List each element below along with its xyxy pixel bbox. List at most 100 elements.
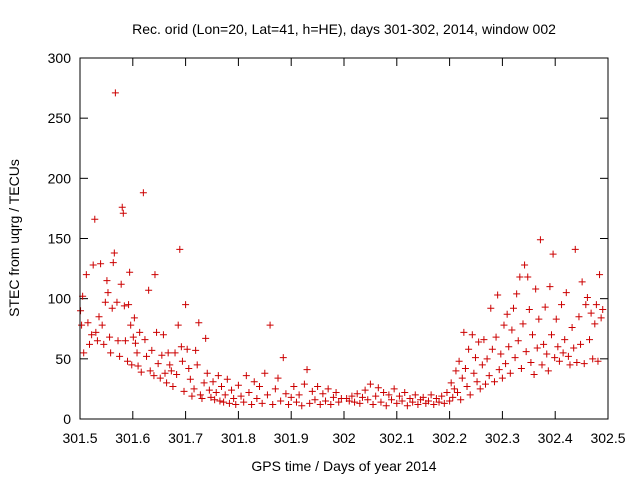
data-point: [183, 345, 191, 353]
data-point: [502, 360, 510, 368]
data-point: [146, 367, 154, 375]
x-tick-label: 302: [332, 430, 356, 446]
data-point: [314, 383, 322, 391]
data-point: [101, 298, 109, 306]
data-point: [136, 328, 144, 336]
data-point: [332, 389, 340, 397]
data-point: [587, 309, 595, 317]
data-point: [82, 271, 90, 279]
data-point: [290, 383, 298, 391]
data-point: [494, 291, 502, 299]
y-tick-label: 150: [48, 231, 72, 247]
data-point: [592, 301, 600, 309]
data-point: [195, 319, 203, 327]
data-point: [554, 343, 562, 351]
data-point: [176, 245, 184, 253]
data-point: [466, 391, 474, 399]
data-point: [540, 340, 548, 348]
data-point: [120, 302, 128, 310]
data-point: [398, 397, 406, 405]
x-tick-label: 301.6: [115, 430, 150, 446]
data-point: [113, 298, 121, 306]
x-tick-label: 302.3: [485, 430, 520, 446]
data-point: [139, 189, 147, 197]
y-tick-label: 0: [63, 411, 71, 427]
data-point: [209, 378, 217, 386]
data-point: [126, 268, 134, 276]
data-point: [196, 391, 204, 399]
data-point: [121, 337, 129, 345]
data-point: [143, 352, 151, 360]
data-point: [380, 389, 388, 397]
data-point: [533, 344, 541, 352]
data-point: [599, 305, 607, 313]
data-point: [107, 349, 115, 357]
data-point: [424, 397, 432, 405]
data-point: [492, 333, 500, 341]
data-point: [258, 399, 266, 407]
data-point: [311, 396, 319, 404]
data-point: [111, 89, 119, 97]
data-point: [125, 301, 133, 309]
data-point: [578, 278, 586, 286]
data-point: [114, 337, 122, 345]
data-point: [266, 321, 274, 329]
data-point: [133, 349, 141, 357]
x-tick-label: 302.1: [379, 430, 414, 446]
data-point: [186, 375, 194, 383]
data-point: [137, 368, 145, 376]
data-point: [159, 331, 167, 339]
data-point: [528, 331, 536, 339]
data-point: [527, 358, 535, 366]
data-point: [555, 357, 563, 365]
data-point: [470, 369, 478, 377]
data-point: [366, 380, 374, 388]
data-point: [461, 364, 469, 372]
data-point: [390, 385, 398, 393]
data-point: [228, 386, 236, 394]
data-point: [207, 393, 215, 401]
data-point: [495, 366, 503, 374]
data-point: [369, 401, 377, 409]
data-point: [473, 378, 481, 386]
data-point: [182, 301, 190, 309]
data-point: [91, 215, 99, 223]
data-point: [131, 339, 139, 347]
data-point: [544, 367, 552, 375]
data-point: [427, 391, 435, 399]
data-point: [271, 385, 279, 393]
data-point: [401, 389, 409, 397]
x-tick-label: 302.2: [432, 430, 467, 446]
data-point: [211, 396, 219, 404]
data-point: [548, 331, 556, 339]
data-point: [130, 314, 138, 322]
data-point: [88, 331, 96, 339]
data-point: [406, 395, 414, 403]
data-point: [514, 337, 522, 345]
data-point: [306, 399, 314, 407]
data-point: [277, 397, 285, 405]
data-point: [203, 369, 211, 377]
data-point: [541, 303, 549, 311]
data-point: [150, 372, 158, 380]
data-point: [596, 271, 604, 279]
data-point: [570, 344, 578, 352]
data-point: [164, 349, 172, 357]
data-point: [153, 328, 161, 336]
data-point: [487, 304, 495, 312]
data-point: [282, 390, 290, 398]
data-point: [185, 364, 193, 372]
data-point: [460, 328, 468, 336]
data-point: [232, 401, 240, 409]
data-point: [432, 395, 440, 403]
data-point: [543, 350, 551, 358]
data-point: [482, 380, 490, 388]
data-point: [516, 273, 524, 281]
data-point: [440, 399, 448, 407]
data-point: [411, 391, 419, 399]
data-point: [532, 285, 540, 293]
data-point: [452, 367, 460, 375]
data-point: [443, 389, 451, 397]
data-point: [250, 378, 258, 386]
